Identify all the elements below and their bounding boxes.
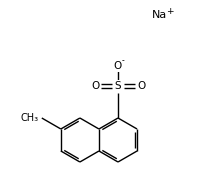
Text: O: O (137, 81, 145, 91)
Text: +: + (166, 6, 173, 15)
Text: S: S (115, 81, 121, 91)
Text: -: - (122, 57, 124, 66)
Text: Na: Na (152, 10, 167, 20)
Text: O: O (91, 81, 99, 91)
Text: CH₃: CH₃ (21, 113, 39, 123)
Text: O: O (114, 61, 122, 71)
